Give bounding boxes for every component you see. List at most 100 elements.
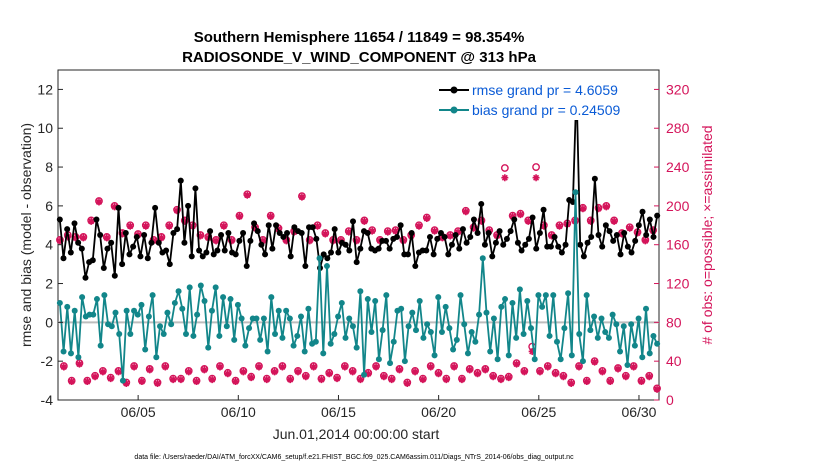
obs-assimilated-point: [95, 198, 103, 206]
obs-assimilated-point: [298, 193, 306, 201]
rmse-point: [551, 233, 558, 240]
obs-assimilated-point: [645, 373, 653, 381]
obs-assimilated-point: [626, 224, 634, 232]
obs-assimilated-point: [598, 368, 606, 376]
bias-point: [101, 292, 108, 299]
rmse-point: [342, 241, 349, 248]
rmse-point: [404, 251, 411, 258]
rmse-point: [170, 230, 177, 237]
obs-assimilated-point: [185, 368, 193, 376]
bias-point: [464, 350, 471, 357]
obs-assimilated-point: [532, 174, 540, 182]
obs-assimilated-point: [278, 363, 286, 371]
obs-assimilated-point: [505, 374, 513, 382]
chart-title-line2: RADIOSONDE_V_WIND_COMPONENT @ 313 hPa: [182, 49, 537, 66]
obs-assimilated-point: [99, 368, 107, 376]
bias-point: [327, 340, 334, 347]
obs-assimilated-point: [193, 378, 201, 386]
bias-point: [67, 350, 74, 357]
bias-point: [413, 327, 420, 334]
obs-assimilated-point: [575, 363, 583, 371]
obs-assimilated-point: [114, 368, 122, 376]
rmse-point: [467, 233, 474, 240]
obs-assimilated-point: [177, 376, 185, 384]
bias-point: [446, 325, 453, 332]
bias-point: [539, 303, 546, 310]
rmse-point: [262, 251, 269, 258]
bias-point: [272, 331, 279, 337]
bias-point: [60, 348, 67, 355]
bias-point: [572, 189, 579, 196]
bias-point: [535, 292, 542, 299]
bias-point: [516, 286, 523, 293]
obs-assimilated-point: [388, 376, 396, 384]
obs-assimilated-point: [75, 360, 83, 368]
obs-assimilated-point: [122, 380, 130, 387]
bias-point: [553, 338, 560, 345]
bias-point: [387, 360, 394, 367]
y2-tick-label: 40: [666, 353, 682, 369]
rmse-point: [141, 232, 148, 238]
y-tick-label: 4: [45, 237, 53, 253]
obs-assimilated-point: [208, 376, 216, 384]
rmse-point: [93, 216, 100, 223]
rmse-point: [459, 226, 466, 233]
obs-assimilated-point: [364, 370, 372, 378]
obs-assimilated-point: [239, 368, 247, 376]
obs-assimilated-point: [450, 363, 458, 371]
obs-assimilated-point: [395, 366, 403, 374]
obs-assimilated-point: [477, 217, 485, 225]
bias-point: [212, 284, 219, 291]
rmse-point: [353, 259, 360, 266]
rmse-point: [210, 251, 217, 258]
obs-assimilated-point: [622, 373, 630, 381]
x-tick-label: 06/20: [421, 404, 456, 420]
obs-assimilated-point: [212, 237, 220, 245]
bias-point: [157, 323, 164, 330]
rmse-point: [100, 265, 107, 271]
rmse-point: [284, 230, 291, 237]
bias-point: [650, 332, 657, 339]
bias-point: [379, 327, 386, 334]
bias-point: [264, 348, 271, 355]
bias-point: [283, 307, 290, 314]
rmse-point: [350, 218, 357, 225]
obs-assimilated-point: [161, 363, 169, 371]
bias-point: [457, 292, 464, 299]
obs-assimilated-point: [403, 380, 411, 387]
obs-assimilated-point: [536, 368, 544, 376]
obs-assimilated-point: [567, 380, 575, 387]
obs-assimilated-point: [349, 368, 357, 376]
rmse-point: [232, 251, 239, 258]
rmse-point: [503, 235, 510, 242]
obs-assimilated-point: [259, 237, 267, 245]
bias-point: [123, 307, 130, 314]
obs-assimilated-point: [641, 237, 649, 245]
series-bias: [56, 189, 661, 384]
bias-point: [238, 315, 245, 322]
obs-assimilated-point: [333, 375, 341, 383]
bias-point: [197, 282, 204, 289]
bias-point: [368, 329, 375, 336]
rmse-point: [273, 222, 280, 229]
obs-assimilated-point: [392, 227, 400, 235]
y-tick-label: -4: [41, 392, 54, 408]
rmse-point: [115, 204, 122, 211]
bias-point: [583, 292, 590, 299]
footer-data-file: data file: /Users/raeder/DAI/ATM_forcXX/…: [134, 454, 574, 461]
obs-assimilated-point: [341, 363, 349, 371]
obs-assimilated-point: [481, 366, 489, 374]
bias-point: [227, 296, 234, 303]
bias-point: [119, 377, 126, 384]
rmse-point: [346, 247, 353, 254]
bias-point: [171, 299, 178, 306]
rmse-point: [474, 230, 481, 237]
obs-assimilated-point: [462, 208, 470, 216]
obs-assimilated-point: [579, 205, 587, 213]
bias-point: [442, 303, 449, 310]
bias-point: [498, 303, 505, 310]
bias-point: [646, 350, 653, 357]
rmse-point: [104, 245, 111, 252]
y2-tick-label: 280: [666, 120, 690, 136]
obs-assimilated-point: [583, 378, 591, 386]
